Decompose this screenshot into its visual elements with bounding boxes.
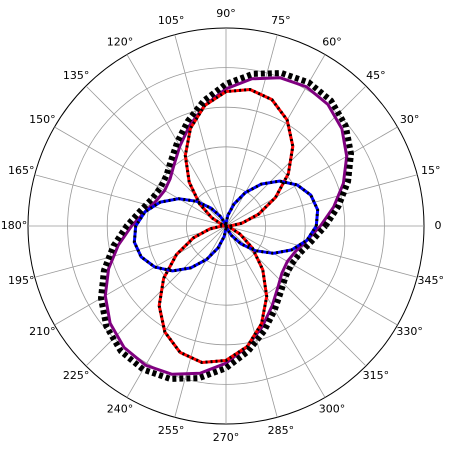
angle-label: 225° <box>63 369 90 382</box>
angle-label: 75° <box>271 14 291 27</box>
angle-label: 45° <box>366 69 386 82</box>
angle-label: 210° <box>29 325 56 338</box>
spoke <box>126 225 227 398</box>
spoke <box>225 34 278 227</box>
angle-label: 330° <box>396 325 423 338</box>
angle-label: 135° <box>63 69 90 82</box>
curve <box>98 70 354 382</box>
angle-label: 285° <box>268 424 295 437</box>
angle-label: 150° <box>29 113 56 126</box>
angle-label: 300° <box>319 403 346 416</box>
angle-label: 0 <box>435 219 442 232</box>
spoke <box>225 85 367 227</box>
spoke <box>174 34 227 227</box>
spoke <box>225 126 398 227</box>
spoke <box>54 225 227 326</box>
spoke <box>34 174 227 227</box>
spoke <box>225 174 418 227</box>
angle-label: 165° <box>8 164 35 177</box>
angle-label: 120° <box>107 35 134 48</box>
spoke <box>225 225 398 326</box>
curve <box>157 88 295 364</box>
angle-label: 240° <box>107 403 134 416</box>
angle-label: 60° <box>322 35 342 48</box>
spoke <box>85 225 227 367</box>
angle-label: 195° <box>8 274 35 287</box>
spoke <box>174 225 227 418</box>
spoke <box>225 225 326 398</box>
angle-label: 90° <box>216 7 236 20</box>
angle-label: 345° <box>418 274 445 287</box>
angle-label: 180° <box>1 219 28 232</box>
angle-label: 30° <box>400 113 420 126</box>
curve <box>103 76 349 376</box>
angle-label: 255° <box>158 424 185 437</box>
angle-label: 105° <box>158 14 185 27</box>
spoke <box>34 225 227 278</box>
angle-label: 15° <box>421 164 441 177</box>
curve <box>132 179 320 273</box>
spoke <box>225 225 418 278</box>
spoke <box>54 126 227 227</box>
angle-label: 270° <box>213 431 240 444</box>
spoke <box>126 54 227 227</box>
angle-label: 315° <box>363 369 390 382</box>
spoke <box>225 225 278 418</box>
